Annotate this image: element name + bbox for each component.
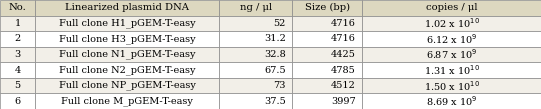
Bar [0, 47, 35, 62]
Text: Full clone M_pGEM-T-easy: Full clone M_pGEM-T-easy [61, 96, 193, 106]
Bar [292, 31, 362, 47]
Text: 4512: 4512 [331, 81, 356, 90]
Text: 2: 2 [15, 34, 21, 43]
Text: Full clone N2_pGEM-T-easy: Full clone N2_pGEM-T-easy [59, 65, 195, 75]
Text: Full clone H3_pGEM-T-easy: Full clone H3_pGEM-T-easy [59, 34, 195, 44]
Bar [35, 93, 219, 109]
Text: 5: 5 [15, 81, 21, 90]
Bar [362, 16, 541, 31]
Bar [219, 78, 292, 93]
Text: 1: 1 [15, 19, 21, 28]
Text: 1.50 x 10$^{10}$: 1.50 x 10$^{10}$ [424, 79, 480, 93]
Bar [219, 93, 292, 109]
Bar [0, 16, 35, 31]
Bar [292, 78, 362, 93]
Bar [35, 78, 219, 93]
Text: 31.2: 31.2 [264, 34, 286, 43]
Text: 6: 6 [15, 97, 21, 106]
Bar [292, 93, 362, 109]
Text: 4716: 4716 [331, 34, 356, 43]
Text: 3997: 3997 [331, 97, 356, 106]
Bar [219, 0, 292, 16]
Text: 4785: 4785 [331, 66, 356, 75]
Bar [0, 31, 35, 47]
Bar [219, 47, 292, 62]
Bar [0, 78, 35, 93]
Bar [0, 0, 35, 16]
Text: 67.5: 67.5 [264, 66, 286, 75]
Bar [362, 62, 541, 78]
Bar [35, 31, 219, 47]
Bar [362, 0, 541, 16]
Text: 3: 3 [15, 50, 21, 59]
Text: 1.02 x 10$^{10}$: 1.02 x 10$^{10}$ [424, 16, 480, 30]
Bar [292, 62, 362, 78]
Text: 1.31 x 10$^{10}$: 1.31 x 10$^{10}$ [424, 63, 480, 77]
Text: 73: 73 [273, 81, 286, 90]
Bar [219, 62, 292, 78]
Bar [35, 0, 219, 16]
Bar [362, 78, 541, 93]
Bar [35, 16, 219, 31]
Bar [35, 62, 219, 78]
Text: 32.8: 32.8 [264, 50, 286, 59]
Text: 4716: 4716 [331, 19, 356, 28]
Bar [219, 16, 292, 31]
Text: Size (bp): Size (bp) [305, 3, 350, 12]
Text: 8.69 x 10$^{9}$: 8.69 x 10$^{9}$ [426, 94, 478, 108]
Text: 6.12 x 10$^{9}$: 6.12 x 10$^{9}$ [426, 32, 478, 46]
Text: 37.5: 37.5 [264, 97, 286, 106]
Text: 6.87 x 10$^{9}$: 6.87 x 10$^{9}$ [426, 48, 477, 61]
Text: Full clone NP_pGEM-T-easy: Full clone NP_pGEM-T-easy [58, 81, 196, 90]
Bar [0, 62, 35, 78]
Bar [292, 47, 362, 62]
Bar [219, 31, 292, 47]
Bar [362, 93, 541, 109]
Bar [362, 47, 541, 62]
Text: No.: No. [9, 3, 27, 12]
Text: Full clone N1_pGEM-T-easy: Full clone N1_pGEM-T-easy [59, 50, 195, 59]
Bar [0, 93, 35, 109]
Text: 4: 4 [15, 66, 21, 75]
Text: ng / μl: ng / μl [240, 3, 272, 12]
Bar [35, 47, 219, 62]
Bar [292, 16, 362, 31]
Bar [292, 0, 362, 16]
Text: Full clone H1_pGEM-T-easy: Full clone H1_pGEM-T-easy [59, 19, 195, 28]
Bar [362, 31, 541, 47]
Text: copies / μl: copies / μl [426, 3, 478, 12]
Text: Linearized plasmid DNA: Linearized plasmid DNA [65, 3, 189, 12]
Text: 52: 52 [273, 19, 286, 28]
Text: 4425: 4425 [331, 50, 356, 59]
